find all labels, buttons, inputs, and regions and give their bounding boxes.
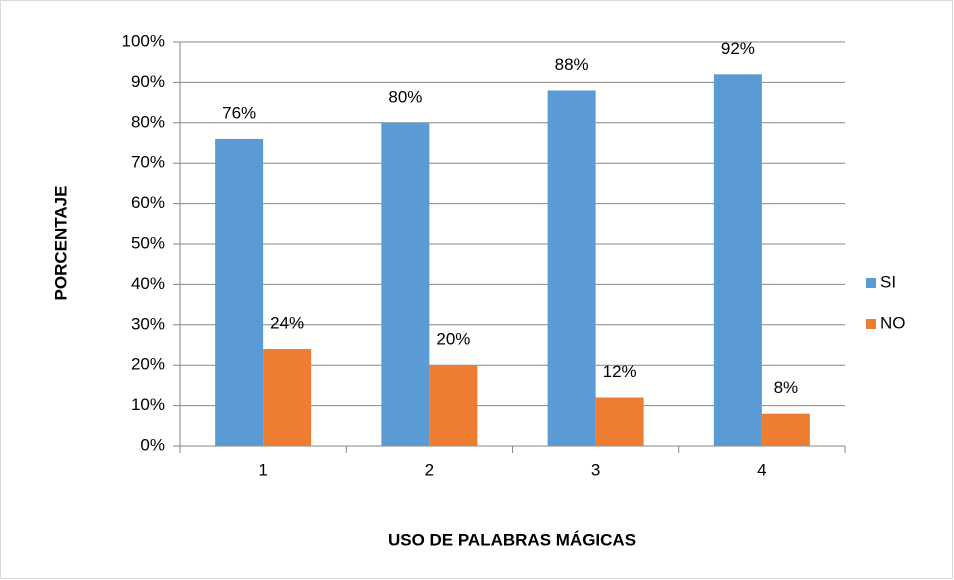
y-tick-label: 80% xyxy=(131,112,165,131)
x-tick-label: 2 xyxy=(425,460,434,479)
y-tick-label: 10% xyxy=(131,395,165,414)
bar xyxy=(761,413,810,446)
y-tick-label: 70% xyxy=(131,153,165,172)
bar xyxy=(595,397,644,446)
bar xyxy=(381,122,430,447)
y-tick-label: 50% xyxy=(131,233,165,252)
data-label: 92% xyxy=(721,39,755,58)
y-axis-label: PORCENTAJE xyxy=(51,186,70,301)
data-label: 8% xyxy=(774,378,799,397)
bar xyxy=(713,74,762,446)
y-tick-label: 40% xyxy=(131,274,165,293)
y-tick-label: 20% xyxy=(131,355,165,374)
x-tick-label: 3 xyxy=(591,460,600,479)
y-tick-label: 100% xyxy=(122,31,165,50)
legend-swatch xyxy=(866,319,876,329)
bar xyxy=(263,349,312,446)
x-tick-label: 4 xyxy=(757,460,766,479)
x-tick-label: 1 xyxy=(258,460,267,479)
bar xyxy=(215,138,264,446)
legend-swatch xyxy=(866,278,876,288)
data-label: 20% xyxy=(436,330,470,349)
y-tick-label: 0% xyxy=(140,435,165,454)
y-tick-label: 90% xyxy=(131,72,165,91)
data-label: 76% xyxy=(222,103,256,122)
legend-label: NO xyxy=(880,313,906,332)
data-label: 88% xyxy=(555,55,589,74)
x-axis-label: USO DE PALABRAS MÁGICAS xyxy=(388,530,636,549)
y-tick-label: 30% xyxy=(131,314,165,333)
data-label: 24% xyxy=(270,314,304,333)
bar xyxy=(547,90,596,446)
legend-label: SI xyxy=(880,272,896,291)
data-label: 80% xyxy=(388,87,422,106)
y-tick-label: 60% xyxy=(131,193,165,212)
data-label: 12% xyxy=(603,362,637,381)
bar xyxy=(429,365,478,446)
